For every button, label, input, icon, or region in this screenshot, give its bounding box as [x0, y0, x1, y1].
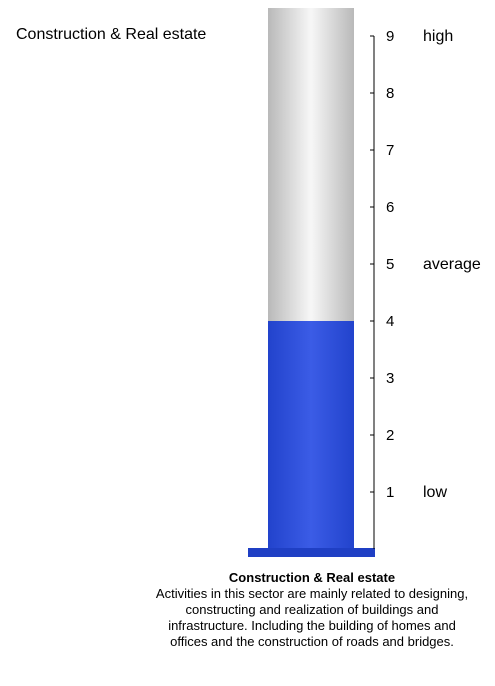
y-tick-label: 3	[386, 370, 394, 387]
side-title: Construction & Real estate	[16, 26, 207, 43]
y-tick-label: 8	[386, 85, 394, 102]
annotation-average: average	[423, 256, 481, 273]
caption-body: Activities in this sector are mainly rel…	[155, 586, 469, 649]
y-tick-label: 4	[386, 313, 394, 330]
caption-title: Construction & Real estate	[228, 570, 396, 585]
y-tick-label: 5	[386, 256, 394, 273]
y-tick-label: 9	[386, 28, 394, 45]
caption: Construction & Real estate Activities in…	[150, 570, 474, 650]
y-tick-label: 7	[386, 142, 394, 159]
y-tick-label: 2	[386, 427, 394, 444]
annotation-low: low	[423, 484, 447, 501]
y-tick-label: 1	[386, 484, 394, 501]
base-plate	[248, 548, 375, 557]
bar-construction-real-estate	[268, 321, 354, 549]
annotation-high: high	[423, 28, 453, 45]
y-tick-label: 6	[386, 199, 394, 216]
